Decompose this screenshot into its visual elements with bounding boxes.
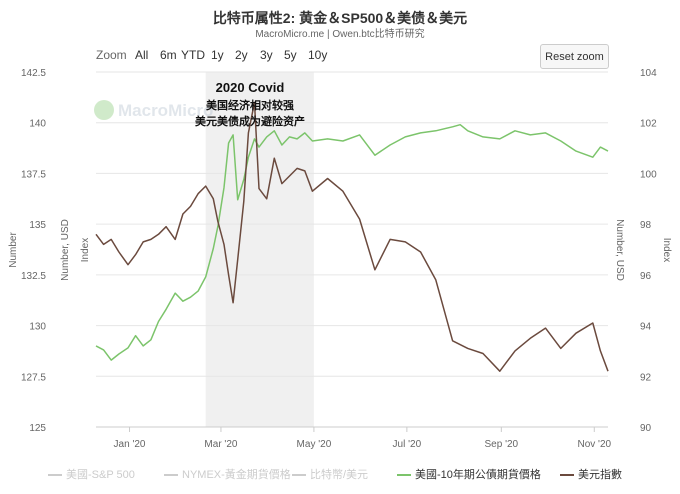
legend-line-icon bbox=[560, 474, 574, 477]
right-tick-label: 96 bbox=[640, 271, 652, 282]
legend-label: 美國-10年期公債期貨價格 bbox=[415, 469, 541, 481]
chart-title: 比特币属性2: 黄金＆SP500＆美债＆美元 bbox=[212, 10, 468, 26]
covid-annotation: 2020 Covid 美国经济相对较强 美元美债成为避险资产 bbox=[195, 80, 305, 128]
legend-item-10y-bond[interactable]: 美國-10年期公債期貨價格 bbox=[397, 466, 541, 482]
annotation-line-1: 美国经济相对较强 bbox=[206, 98, 294, 112]
range-button-10y[interactable]: 10y bbox=[308, 48, 328, 62]
legend-item-gold[interactable]: NYMEX-黃金期貨價格 bbox=[164, 466, 291, 482]
left-tick-label: 125 bbox=[29, 423, 46, 434]
right-axis-title: Number, USD bbox=[614, 219, 625, 281]
watermark: MacroMicro bbox=[94, 100, 213, 120]
chart-subtitle: MacroMicro.me | Owen.btc比特币研究 bbox=[255, 29, 425, 40]
left-tick-label: 142.5 bbox=[21, 68, 46, 79]
legend-line-icon bbox=[164, 474, 178, 477]
left-tick-label: 132.5 bbox=[21, 271, 46, 282]
annotation-title: 2020 Covid bbox=[216, 80, 285, 95]
right-tick-label: 100 bbox=[640, 169, 657, 180]
legend-line-icon bbox=[48, 474, 62, 477]
reset-zoom-button[interactable]: Reset zoom bbox=[540, 44, 609, 69]
range-button-1y[interactable]: 1y bbox=[211, 48, 224, 62]
left-tick-label: 135 bbox=[29, 220, 46, 231]
legend-item-bitcoin[interactable]: 比特幣/美元 bbox=[292, 466, 368, 482]
left-tick-label: 140 bbox=[29, 119, 46, 130]
legend-label: 比特幣/美元 bbox=[310, 469, 369, 481]
series-line-usd-index bbox=[95, 101, 609, 372]
left-tick-label: 127.5 bbox=[21, 372, 46, 383]
right-tick-label: 90 bbox=[640, 423, 652, 434]
legend-item-usd-index[interactable]: 美元指數 bbox=[560, 466, 622, 482]
legend-item-sp500[interactable]: 美國-S&P 500 bbox=[48, 466, 135, 482]
left-axis-title: Number bbox=[8, 232, 19, 268]
range-button-3y[interactable]: 3y bbox=[260, 48, 273, 62]
right-tick-label: 102 bbox=[640, 119, 657, 130]
legend-line-icon bbox=[292, 474, 306, 477]
series-line-10y-bond bbox=[95, 123, 609, 361]
left-tick-label: 137.5 bbox=[21, 169, 46, 180]
watermark-text: MacroMicro bbox=[118, 101, 213, 120]
range-button-all[interactable]: All bbox=[135, 48, 149, 62]
range-button-2y[interactable]: 2y bbox=[235, 48, 248, 62]
right-tick-label: 104 bbox=[640, 68, 657, 79]
x-tick-label: Mar '20 bbox=[204, 439, 237, 450]
legend-label: NYMEX-黃金期貨價格 bbox=[182, 469, 291, 481]
annotation-line-2: 美元美债成为避险资产 bbox=[195, 114, 305, 128]
mid-left-axis-subtitle: Index bbox=[80, 238, 91, 262]
x-tick-label: Jan '20 bbox=[114, 439, 146, 450]
range-button-5y[interactable]: 5y bbox=[284, 48, 297, 62]
x-tick-label: Nov '20 bbox=[577, 439, 611, 450]
right-tick-label: 98 bbox=[640, 220, 652, 231]
x-tick-label: Sep '20 bbox=[485, 439, 519, 450]
right-tick-label: 92 bbox=[640, 372, 652, 383]
left-tick-label: 130 bbox=[29, 322, 46, 333]
zoom-label: Zoom bbox=[96, 48, 127, 62]
right-axis-subtitle: Index bbox=[661, 238, 672, 262]
range-button-ytd[interactable]: YTD bbox=[181, 48, 205, 62]
legend-label: 美國-S&P 500 bbox=[66, 469, 135, 481]
x-tick-label: May '20 bbox=[297, 439, 332, 450]
legend-label: 美元指數 bbox=[578, 469, 622, 481]
covid-shaded-range bbox=[205, 72, 314, 427]
legend-line-icon bbox=[397, 474, 411, 477]
mid-left-axis-title: Number, USD bbox=[60, 219, 71, 281]
range-button-6m[interactable]: 6m bbox=[160, 48, 177, 62]
watermark-logo-icon bbox=[94, 100, 114, 120]
right-tick-label: 94 bbox=[640, 322, 652, 333]
x-tick-label: Jul '20 bbox=[393, 439, 422, 450]
